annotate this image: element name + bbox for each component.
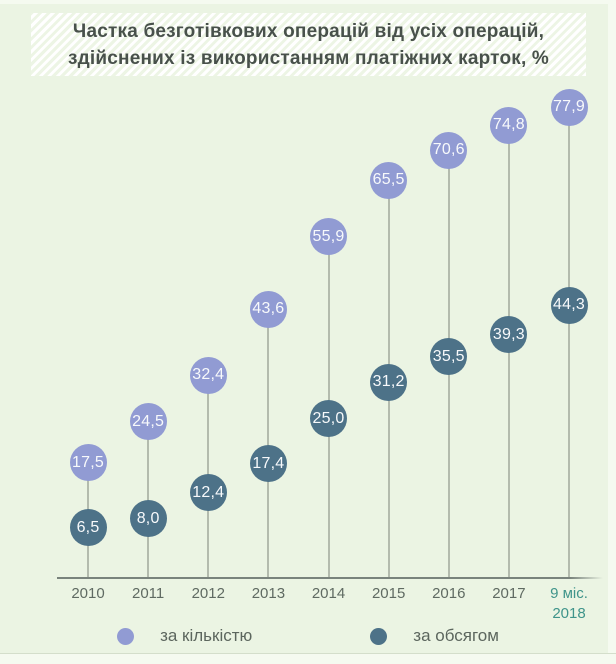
data-point-value: 24,5: [132, 412, 165, 430]
legend-dot-volume-icon: [370, 627, 388, 645]
data-point-value: 25,0: [312, 409, 345, 427]
data-point-value: 8,0: [136, 509, 160, 527]
data-point-volume: 12,4: [189, 474, 227, 512]
x-axis-label-line: 2011: [131, 585, 165, 602]
x-axis-label-line: 2017: [492, 585, 526, 602]
data-point-volume: 6,5: [69, 509, 107, 547]
data-point-value: 17,4: [252, 454, 285, 472]
data-point-quantity: 55,9: [310, 218, 347, 256]
x-axis-label: 9 міс. 2018: [529, 584, 609, 624]
legend: за кількістю за обсягом: [0, 624, 616, 648]
data-point-value: 32,4: [192, 366, 225, 384]
right-edge-strip: [608, 0, 616, 664]
data-point-volume: 17,4: [249, 445, 287, 482]
data-point-value: 74,8: [492, 116, 525, 134]
x-axis-label-line: 9 міс.: [550, 585, 588, 602]
chart-title-line1: Частка безготівкових операцій від усіх о…: [72, 20, 545, 42]
x-axis-line: [57, 577, 603, 579]
legend-item-quantity: за кількістю: [117, 626, 252, 646]
data-point-value: 12,4: [192, 483, 225, 501]
data-point-value: 55,9: [312, 227, 345, 245]
x-axis-label: 2017: [469, 584, 549, 604]
data-point-quantity: 74,8: [490, 106, 528, 144]
x-axis-label: 2012: [168, 584, 248, 604]
x-axis-label: 2016: [409, 584, 489, 604]
data-point-value: 17,5: [72, 453, 104, 471]
data-point-volume: 31,2: [370, 363, 408, 401]
data-point-value: 70,6: [432, 141, 465, 159]
x-axis-label-line: 2016: [432, 585, 466, 602]
data-point-quantity: 65,5: [370, 161, 408, 199]
legend-dot-quantity-icon: [117, 627, 135, 645]
x-axis-label: 2014: [289, 584, 369, 604]
data-point-volume: 8,0: [129, 500, 167, 538]
x-axis-label-line: 2015: [371, 585, 406, 602]
data-point-value: 65,5: [372, 171, 405, 189]
top-edge-strip: [0, 0, 616, 4]
x-axis-label: 2015: [349, 584, 429, 604]
data-point-value: 39,3: [492, 325, 525, 343]
bottom-edge-strip: [0, 653, 616, 664]
x-axis-label-line: 2013: [251, 585, 286, 602]
x-axis-label: 2011: [108, 584, 188, 604]
data-point-volume: 39,3: [490, 316, 528, 354]
legend-label-volume: за обсягом: [413, 626, 499, 645]
x-axis-label: 2010: [48, 584, 128, 604]
x-axis-label-line: 2012: [191, 585, 225, 602]
legend-item-volume: за обсягом: [370, 626, 499, 646]
x-axis-label-line: 2014: [311, 585, 346, 602]
chart-title-line2: здійснених із використанням платіжних ка…: [67, 47, 550, 69]
x-axis-label-line: 2010: [71, 585, 105, 602]
data-point-value: 31,2: [372, 373, 405, 391]
data-point-quantity: 70,6: [430, 131, 468, 169]
x-axis-label: 2013: [228, 584, 308, 604]
data-point-quantity: 24,5: [129, 403, 167, 441]
data-point-quantity: 17,5: [69, 444, 107, 482]
legend-label-quantity: за кількістю: [160, 626, 253, 645]
lollipop-stem: [568, 107, 570, 578]
data-point-quantity: 77,9: [550, 88, 588, 126]
data-point-value: 43,6: [252, 300, 285, 318]
data-point-value: 44,3: [553, 296, 585, 314]
data-point-quantity: 32,4: [189, 356, 227, 394]
x-axis-label-line: 2018: [552, 605, 586, 622]
data-point-quantity: 43,6: [249, 290, 287, 328]
data-point-volume: 35,5: [430, 338, 468, 376]
chart-title: Частка безготівкових операцій від усіх о…: [31, 13, 586, 76]
data-point-value: 6,5: [76, 518, 100, 536]
data-point-volume: 25,0: [310, 400, 347, 438]
lollipop-stem: [267, 309, 270, 578]
data-point-value: 35,5: [432, 347, 465, 365]
data-point-volume: 44,3: [550, 286, 588, 324]
lollipop-stem: [147, 421, 150, 578]
data-point-value: 77,9: [553, 98, 585, 116]
